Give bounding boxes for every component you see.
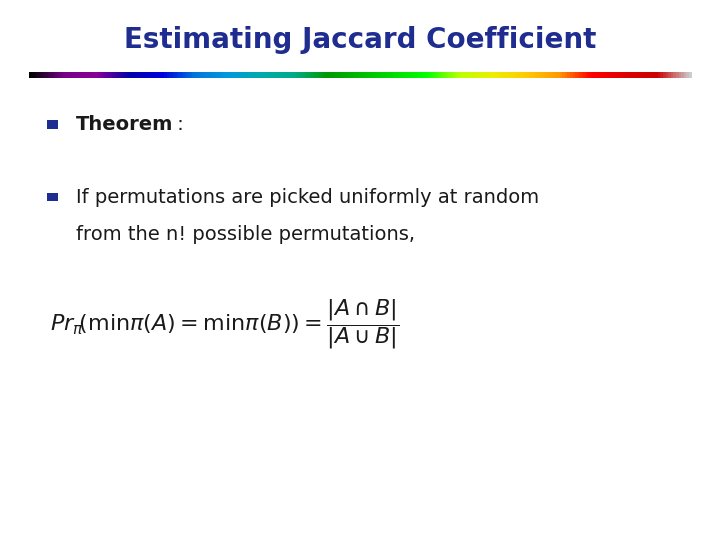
Text: If permutations are picked uniformly at random: If permutations are picked uniformly at …: [76, 187, 539, 207]
Bar: [47, 120, 58, 129]
Text: :: :: [171, 114, 184, 134]
Text: $Pr_{\pi}\!\left(\min \pi(A) = \min \pi(B)\right) = \dfrac{|A \cap B|}{|A \cup B: $Pr_{\pi}\!\left(\min \pi(A) = \min \pi(…: [50, 297, 400, 351]
Text: Estimating Jaccard Coefficient: Estimating Jaccard Coefficient: [124, 26, 596, 55]
Text: from the n! possible permutations,: from the n! possible permutations,: [76, 225, 415, 245]
Text: Theorem: Theorem: [76, 114, 173, 134]
Bar: [47, 193, 58, 201]
